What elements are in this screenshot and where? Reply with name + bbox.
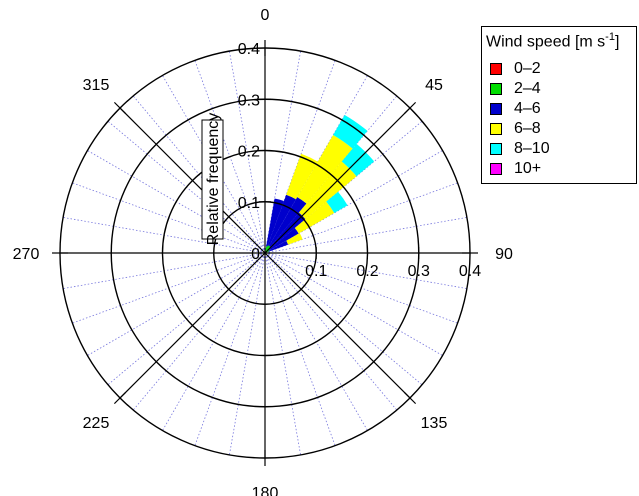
legend-label: 10+ — [514, 160, 542, 177]
wind-bar-segment — [265, 245, 270, 252]
angle-label: 90 — [495, 246, 513, 263]
radial-tick-label-north: 0.2 — [238, 144, 260, 161]
angle-label: 180 — [252, 485, 279, 496]
wind-bar-segment — [265, 250, 269, 253]
wind-bar-segment — [333, 114, 368, 149]
radial-tick-label-east: 0.2 — [356, 263, 378, 280]
wind-bar-segment — [326, 191, 348, 214]
radial-tick-label-north: 0 — [251, 246, 260, 263]
radial-tick-label-east: 0.1 — [305, 263, 327, 280]
major-spoke — [119, 107, 266, 254]
angle-label: 225 — [83, 415, 110, 432]
legend-item-10-plus: 10+ — [490, 159, 541, 179]
angle-label: 135 — [421, 415, 448, 432]
legend-swatch — [490, 103, 502, 115]
wind-bar-segment — [265, 246, 268, 252]
legend-title-close: ] — [614, 33, 620, 51]
major-spoke — [264, 252, 411, 399]
legend-label: 0–2 — [514, 60, 541, 77]
legend-item-8-10: 8–10 — [490, 139, 550, 159]
angle-tick — [113, 101, 127, 115]
wind-bar-segment — [286, 153, 318, 200]
wind-bar-segment — [268, 240, 289, 252]
angle-label: 45 — [425, 77, 443, 94]
angle-tick — [403, 391, 417, 405]
legend-item-4-6: 4–6 — [490, 99, 541, 119]
angle-tick — [403, 101, 417, 115]
legend-title: Wind speed [m s-1] — [486, 31, 619, 51]
wind-bar-segment — [269, 227, 299, 251]
legend-label: 6–8 — [514, 120, 541, 137]
wind-bars — [265, 114, 375, 253]
wind-bar-segment — [266, 245, 271, 252]
angle-label: 315 — [83, 77, 110, 94]
polar-axes: 00.10.20.30.40.1 0.2 0.3 0.4045901351802252… — [13, 7, 513, 496]
legend-item-0-2: 0–2 — [490, 59, 541, 79]
legend-label: 8–10 — [514, 140, 550, 157]
radial-tick-label-north: 0.3 — [238, 92, 260, 109]
angle-tick — [113, 391, 127, 405]
radial-tick-label-north: 0.1 — [238, 195, 260, 212]
wind-bar-segment — [294, 201, 335, 234]
legend-item-2-4: 2–4 — [490, 79, 541, 99]
major-spoke — [264, 107, 411, 254]
wind-bar-segment — [266, 198, 284, 247]
radial-tick-label-north: 0.4 — [238, 41, 260, 58]
legend-title-superscript: -1 — [605, 31, 615, 43]
major-spoke — [119, 252, 266, 399]
wind-bar-segment — [269, 197, 307, 247]
legend-label: 2–4 — [514, 80, 541, 97]
legend-swatch — [490, 63, 502, 75]
legend-swatch — [490, 123, 502, 135]
angle-label: 0 — [261, 7, 270, 24]
legend-title-text: Wind speed [m s — [486, 33, 606, 51]
legend: Wind speed [m s-1] 0–2 2–4 4–6 6–8 8–10 … — [481, 26, 637, 184]
wind-bar-segment — [286, 233, 303, 245]
radial-axis-label: Relative frequency — [205, 113, 222, 246]
radial-axis-label-box: Relative frequency — [201, 113, 224, 246]
legend-label: 4–6 — [514, 100, 541, 117]
legend-item-6-8: 6–8 — [490, 119, 541, 139]
legend-swatch — [490, 163, 502, 175]
legend-swatch — [490, 143, 502, 155]
radial-tick-label-east: 0.4 — [459, 263, 481, 280]
legend-swatch — [490, 83, 502, 95]
angle-label: 270 — [13, 246, 40, 263]
radial-tick-label-east: 0.3 — [408, 263, 430, 280]
